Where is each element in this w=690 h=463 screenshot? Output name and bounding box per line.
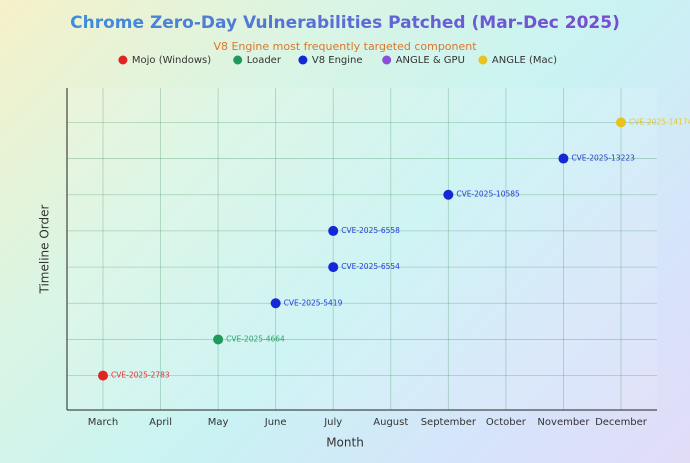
data-label: CVE-2025-10585 <box>456 190 520 199</box>
data-point <box>616 117 626 128</box>
legend-marker <box>233 55 243 65</box>
legend-label: Mojo (Windows) <box>132 55 211 66</box>
legend-marker <box>382 55 392 65</box>
data-label: CVE-2025-6554 <box>341 262 400 271</box>
data-label: CVE-2025-13223 <box>571 154 635 163</box>
x-tick-label: April <box>149 417 172 428</box>
data-point <box>558 153 569 164</box>
legend-label: V8 Engine <box>312 55 363 66</box>
x-axis-title: Month <box>326 436 364 450</box>
x-tick-label: November <box>537 417 590 428</box>
data-label: CVE-2025-4664 <box>226 334 285 343</box>
x-tick-label: August <box>373 417 408 428</box>
x-tick-label: June <box>264 417 287 428</box>
plot-area <box>67 88 657 410</box>
data-point <box>213 334 224 345</box>
data-point <box>328 262 339 273</box>
legend-marker <box>118 55 128 65</box>
data-label: CVE-2025-2783 <box>111 371 170 380</box>
data-point <box>328 225 339 236</box>
x-tick-label: December <box>595 417 648 428</box>
x-tick-label: July <box>323 417 342 428</box>
x-tick-label: March <box>88 417 118 428</box>
y-axis-title: Timeline Order <box>38 204 52 294</box>
legend-label: ANGLE & GPU <box>396 55 465 66</box>
legend-marker <box>478 55 488 65</box>
data-point <box>443 189 454 200</box>
data-label: CVE-2025-5419 <box>284 298 343 307</box>
data-label: CVE-2025-14174 <box>629 117 690 126</box>
legend-marker <box>298 55 308 65</box>
legend-label: Loader <box>247 55 282 66</box>
x-tick-label: October <box>486 417 527 428</box>
data-point <box>270 298 281 309</box>
data-label: CVE-2025-6558 <box>341 226 400 235</box>
x-tick-label: May <box>208 417 229 428</box>
legend: Mojo (Windows) Loader V8 Engine ANGLE & GPU… <box>118 55 557 66</box>
data-point <box>98 370 108 381</box>
x-tick-label: September <box>421 417 477 428</box>
chart-title: Chrome Zero-Day Vulnerabilities Patched … <box>70 13 620 33</box>
legend-label: ANGLE (Mac) <box>492 55 557 66</box>
chart-subtitle: V8 Engine most frequently targeted compo… <box>213 40 477 53</box>
